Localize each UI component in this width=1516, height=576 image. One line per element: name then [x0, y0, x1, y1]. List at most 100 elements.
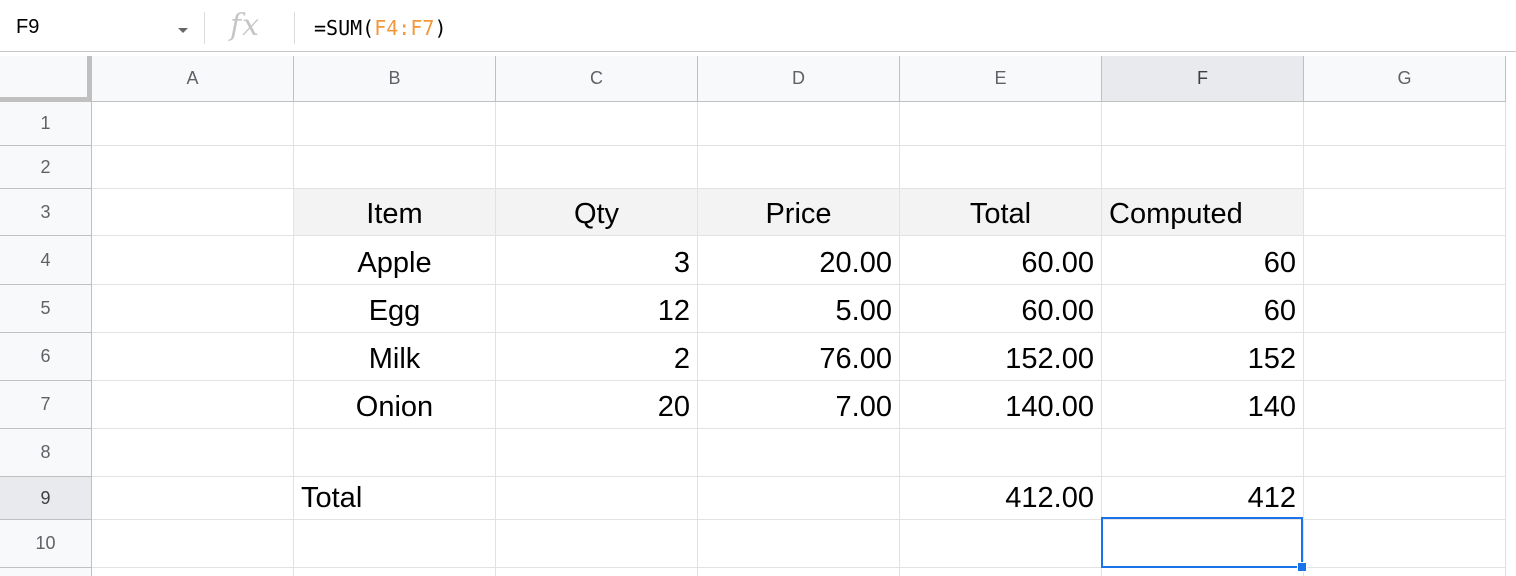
cell-f6[interactable]: 152	[1102, 333, 1304, 381]
cell-d11[interactable]	[698, 568, 900, 576]
cell-c8[interactable]	[496, 429, 698, 477]
cell-e8[interactable]	[900, 429, 1102, 477]
column-header-g[interactable]: G	[1304, 56, 1506, 102]
cell-e6[interactable]: 152.00	[900, 333, 1102, 381]
cell-b11[interactable]	[294, 568, 496, 576]
cell-f2[interactable]	[1102, 146, 1304, 189]
cell-e10[interactable]	[900, 520, 1102, 568]
cell-f1[interactable]	[1102, 102, 1304, 146]
cell-a4[interactable]	[92, 236, 294, 285]
cell-f10[interactable]	[1102, 520, 1304, 568]
spreadsheet-grid[interactable]: ABCDEFG1234567891011ItemQtyPriceTotalCom…	[0, 52, 1516, 576]
cell-d3[interactable]: Price	[698, 189, 900, 236]
formula-input[interactable]: =SUM(F4:F7)	[314, 16, 446, 40]
cell-b3[interactable]: Item	[294, 189, 496, 236]
cell-c1[interactable]	[496, 102, 698, 146]
row-header-9[interactable]: 9	[0, 477, 92, 520]
cell-b5[interactable]: Egg	[294, 285, 496, 333]
cell-a11[interactable]	[92, 568, 294, 576]
cell-c3[interactable]: Qty	[496, 189, 698, 236]
cell-e1[interactable]	[900, 102, 1102, 146]
cell-a1[interactable]	[92, 102, 294, 146]
cell-f7[interactable]: 140	[1102, 381, 1304, 429]
cell-a9[interactable]	[92, 477, 294, 520]
cell-b6[interactable]: Milk	[294, 333, 496, 381]
column-header-f[interactable]: F	[1102, 56, 1304, 102]
cell-c2[interactable]	[496, 146, 698, 189]
cell-c9[interactable]	[496, 477, 698, 520]
cell-a3[interactable]	[92, 189, 294, 236]
column-header-a[interactable]: A	[92, 56, 294, 102]
cell-f11[interactable]	[1102, 568, 1304, 576]
column-header-c[interactable]: C	[496, 56, 698, 102]
cell-a10[interactable]	[92, 520, 294, 568]
cell-a8[interactable]	[92, 429, 294, 477]
cell-c5[interactable]: 12	[496, 285, 698, 333]
cell-d2[interactable]	[698, 146, 900, 189]
cell-b1[interactable]	[294, 102, 496, 146]
cell-g5[interactable]	[1304, 285, 1506, 333]
row-header-5[interactable]: 5	[0, 285, 92, 333]
row-header-11[interactable]: 11	[0, 568, 92, 576]
cell-e11[interactable]	[900, 568, 1102, 576]
cell-c11[interactable]	[496, 568, 698, 576]
select-all-corner[interactable]	[0, 56, 92, 102]
cell-e4[interactable]: 60.00	[900, 236, 1102, 285]
cell-b8[interactable]	[294, 429, 496, 477]
cell-d1[interactable]	[698, 102, 900, 146]
row-header-10[interactable]: 10	[0, 520, 92, 568]
row-header-4[interactable]: 4	[0, 236, 92, 285]
cell-c4[interactable]: 3	[496, 236, 698, 285]
cell-d6[interactable]: 76.00	[698, 333, 900, 381]
cell-g4[interactable]	[1304, 236, 1506, 285]
cell-b7[interactable]: Onion	[294, 381, 496, 429]
row-header-7[interactable]: 7	[0, 381, 92, 429]
cell-e9[interactable]: 412.00	[900, 477, 1102, 520]
column-header-e[interactable]: E	[900, 56, 1102, 102]
cell-e2[interactable]	[900, 146, 1102, 189]
cell-d8[interactable]	[698, 429, 900, 477]
row-header-6[interactable]: 6	[0, 333, 92, 381]
cell-c6[interactable]: 2	[496, 333, 698, 381]
cell-b4[interactable]: Apple	[294, 236, 496, 285]
cell-f5[interactable]: 60	[1102, 285, 1304, 333]
cell-d7[interactable]: 7.00	[698, 381, 900, 429]
cell-b10[interactable]	[294, 520, 496, 568]
cell-a6[interactable]	[92, 333, 294, 381]
cell-e3[interactable]: Total	[900, 189, 1102, 236]
cell-f9[interactable]: 412	[1102, 477, 1304, 520]
cell-c10[interactable]	[496, 520, 698, 568]
cell-f3[interactable]: Computed	[1102, 189, 1304, 236]
row-header-1[interactable]: 1	[0, 102, 92, 146]
cell-e7[interactable]: 140.00	[900, 381, 1102, 429]
cell-g6[interactable]	[1304, 333, 1506, 381]
cell-f8[interactable]	[1102, 429, 1304, 477]
cell-f4[interactable]: 60	[1102, 236, 1304, 285]
cell-a7[interactable]	[92, 381, 294, 429]
cell-d5[interactable]: 5.00	[698, 285, 900, 333]
cell-a2[interactable]	[92, 146, 294, 189]
fill-handle[interactable]	[1297, 562, 1307, 572]
cell-d4[interactable]: 20.00	[698, 236, 900, 285]
cell-g10[interactable]	[1304, 520, 1506, 568]
cell-b9[interactable]: Total	[294, 477, 496, 520]
cell-g9[interactable]	[1304, 477, 1506, 520]
cell-d9[interactable]	[698, 477, 900, 520]
dropdown-arrow-icon[interactable]	[178, 28, 188, 33]
cell-e5[interactable]: 60.00	[900, 285, 1102, 333]
row-header-3[interactable]: 3	[0, 189, 92, 236]
column-header-b[interactable]: B	[294, 56, 496, 102]
cell-g1[interactable]	[1304, 102, 1506, 146]
column-header-d[interactable]: D	[698, 56, 900, 102]
cell-g3[interactable]	[1304, 189, 1506, 236]
cell-g7[interactable]	[1304, 381, 1506, 429]
row-header-8[interactable]: 8	[0, 429, 92, 477]
name-box[interactable]: F9	[0, 0, 204, 52]
cell-g11[interactable]	[1304, 568, 1506, 576]
cell-a5[interactable]	[92, 285, 294, 333]
row-header-2[interactable]: 2	[0, 146, 92, 189]
cell-c7[interactable]: 20	[496, 381, 698, 429]
cell-g2[interactable]	[1304, 146, 1506, 189]
cell-g8[interactable]	[1304, 429, 1506, 477]
cell-b2[interactable]	[294, 146, 496, 189]
